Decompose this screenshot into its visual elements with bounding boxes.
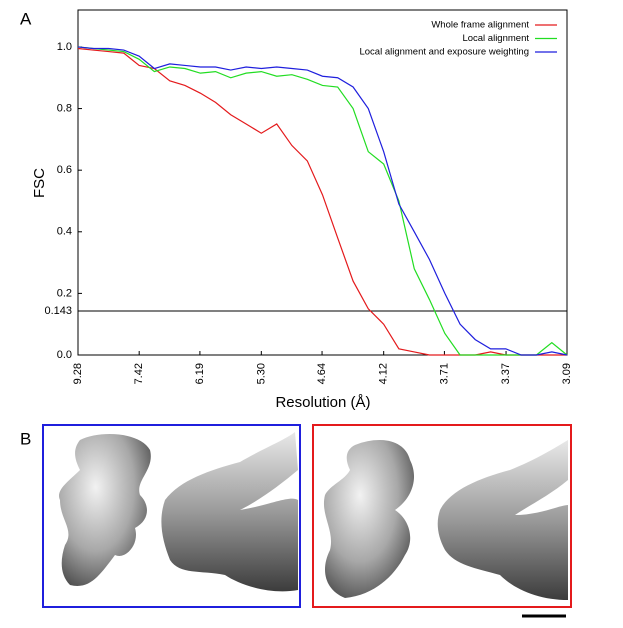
- density-blob: [59, 434, 151, 586]
- legend-label: Whole frame alignment: [431, 20, 529, 31]
- panel-label: B: [20, 429, 31, 448]
- density-blob: [437, 440, 568, 600]
- series-line: [77, 46, 568, 356]
- plot-frame: [77, 9, 568, 356]
- density-blob: [161, 432, 298, 592]
- reference-label: 0.143: [44, 305, 72, 317]
- x-tick-label: 9.28: [72, 363, 84, 384]
- legend-label: Local alignment and exposure weighting: [359, 47, 529, 58]
- x-tick-label: 3.71: [438, 363, 450, 384]
- x-tick-label: 3.09: [561, 363, 573, 384]
- x-tick-label: 5.30: [255, 363, 267, 384]
- series-line: [77, 47, 567, 356]
- x-axis-label: Resolution (Å): [275, 394, 370, 411]
- y-tick-label: 0.0: [57, 349, 72, 361]
- y-tick-label: 0.8: [57, 102, 72, 114]
- series-line: [77, 46, 568, 356]
- x-tick-label: 4.64: [316, 363, 328, 384]
- x-tick-label: 6.19: [194, 363, 206, 384]
- y-tick-label: 1.0: [57, 41, 72, 53]
- x-tick-label: 3.37: [500, 363, 512, 384]
- y-tick-label: 0.6: [57, 164, 72, 176]
- y-tick-label: 0.2: [57, 287, 72, 299]
- density-blob: [323, 440, 415, 598]
- density-panel: [42, 424, 572, 608]
- plot: 0.0 0.2 0.4 0.6 0.8 1.0 0.143 9.28 7.42 6.19 5.30 4…: [44, 20, 573, 385]
- x-tick-label: 7.42: [133, 363, 145, 384]
- panel-label: A: [20, 9, 32, 28]
- legend-label: Local alignment: [462, 33, 529, 44]
- y-tick-label: 0.4: [57, 226, 72, 238]
- x-tick-label: 4.12: [378, 363, 390, 384]
- y-axis-label: FSC: [31, 168, 48, 198]
